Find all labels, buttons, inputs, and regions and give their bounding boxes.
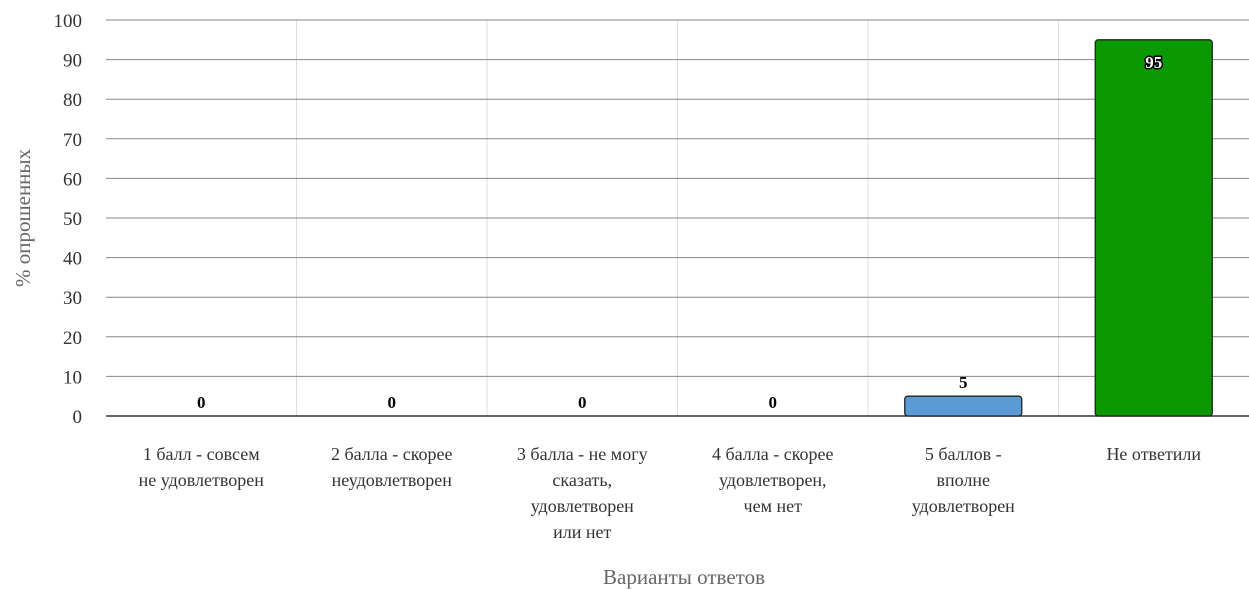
x-category-label-line: 3 балла - не могу — [517, 444, 648, 464]
x-category-label-line: не удовлетворен — [139, 470, 265, 490]
y-tick-label: 10 — [63, 367, 82, 388]
data-label: 95 — [1145, 53, 1162, 72]
horizontal-grid — [106, 19, 1249, 417]
y-axis-title: % опрошенных — [11, 148, 35, 287]
x-category-label: 4 балла - скорее удовлетворен, чем нет — [712, 444, 834, 516]
y-tick-label: 70 — [63, 130, 82, 151]
bars — [904, 39, 1213, 417]
x-category-label-line: удовлетворен — [531, 496, 634, 516]
x-category-label-line: или нет — [553, 522, 611, 542]
x-category-label-line: удовлетворен, — [719, 470, 827, 490]
x-category-label-line: удовлетворен — [912, 496, 1015, 516]
x-category-label-line: неудовлетворен — [332, 470, 453, 490]
bar — [904, 395, 1023, 417]
y-tick-label: 90 — [63, 51, 82, 72]
x-category-label-line: вполне — [937, 470, 991, 490]
x-category-label-line: 1 балл - совсем — [143, 444, 260, 464]
y-tick-label: 100 — [54, 11, 83, 32]
data-label: 0 — [388, 393, 397, 412]
bar — [1094, 39, 1213, 417]
y-axis-ticks: 0 10 20 30 40 50 60 70 80 90 100 — [54, 11, 83, 428]
data-label: 0 — [578, 393, 587, 412]
y-tick-label: 80 — [63, 90, 82, 111]
data-labels: 0 0 0 0 5 95 — [197, 51, 1164, 412]
y-tick-label: 60 — [63, 169, 82, 190]
y-tick-label: 50 — [63, 209, 82, 230]
x-axis-categories: 1 балл - совсем не удовлетворен 2 балла - … — [139, 444, 1202, 542]
y-tick-label: 30 — [63, 288, 82, 309]
y-tick-label: 40 — [63, 249, 82, 270]
x-category-label-line: 4 балла - скорее — [712, 444, 834, 464]
x-category-label-line: сказать, — [552, 470, 612, 490]
y-tick-label: 20 — [63, 328, 82, 349]
x-category-label: 3 балла - не могу сказать, удовлетворен или… — [517, 444, 648, 542]
data-label: 5 — [959, 373, 968, 392]
x-category-label-line: Не ответили — [1106, 444, 1201, 464]
x-category-label: 1 балл - совсем не удовлетворен — [139, 444, 265, 490]
x-category-label: 5 баллов - вполне удовлетворен — [912, 444, 1015, 516]
data-label: 0 — [197, 393, 206, 412]
x-category-label-line: 2 балла - скорее — [331, 444, 453, 464]
y-tick-label: 0 — [73, 407, 83, 428]
x-category-label: Не ответили — [1106, 444, 1201, 464]
x-axis-title: Варианты ответов — [603, 565, 765, 589]
x-category-label-line: 5 баллов - — [925, 444, 1002, 464]
x-category-label: 2 балла - скорее неудовлетворен — [331, 444, 453, 490]
x-category-label-line: чем нет — [744, 496, 803, 516]
data-label: 0 — [769, 393, 778, 412]
